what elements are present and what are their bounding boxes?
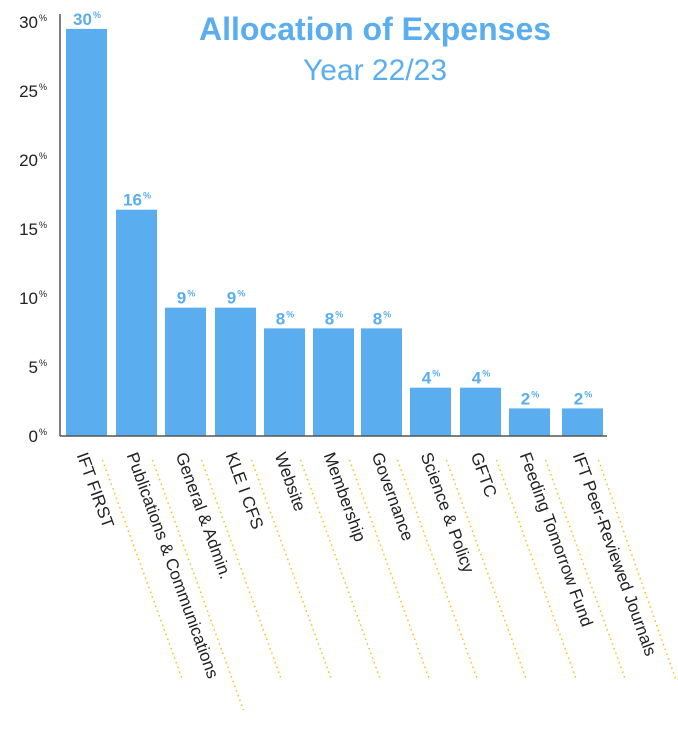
bar-value-label: 4 xyxy=(472,369,482,388)
category-label: Publications & Communications xyxy=(123,450,223,681)
bar-value-label: 9 xyxy=(177,289,186,308)
bar-value-label: 2 xyxy=(521,389,530,408)
category-leader-line xyxy=(396,459,479,681)
y-tick-unit: % xyxy=(39,151,47,161)
category-leader-lines xyxy=(101,459,677,711)
bar-value-label: 16 xyxy=(123,191,142,210)
y-tick-unit: % xyxy=(39,358,47,368)
y-tick-unit: % xyxy=(39,13,47,23)
bar-value-unit: % xyxy=(584,389,592,399)
bar-value-label: 9 xyxy=(227,289,236,308)
bar-value-unit: % xyxy=(286,309,294,319)
y-tick-unit: % xyxy=(39,427,47,437)
y-axis-ticks: 0 %5 %10 %15 %20 %25 %30% xyxy=(19,13,47,446)
bar-value-unit: % xyxy=(383,309,391,319)
bar-value-label: 8 xyxy=(276,309,285,328)
category-label: GFTC xyxy=(467,450,501,500)
axes xyxy=(59,14,607,437)
y-tick-label: 30 xyxy=(19,13,38,32)
bar-value-label: 2 xyxy=(574,389,583,408)
bar xyxy=(66,28,107,437)
bar-value-unit: % xyxy=(187,289,195,299)
category-leader-line xyxy=(495,459,578,681)
category-label: Governance xyxy=(368,450,418,544)
category-leader-line xyxy=(101,459,184,681)
bar-value-unit: % xyxy=(482,369,490,379)
bar xyxy=(264,328,305,436)
category-label: Science & Policy xyxy=(417,450,478,576)
y-tick-label: 20 xyxy=(19,151,38,170)
bar xyxy=(562,408,603,436)
y-tick-unit: % xyxy=(39,220,47,230)
category-leader-line xyxy=(299,459,382,681)
bar-value-label: 8 xyxy=(373,309,382,328)
category-leader-line xyxy=(348,459,431,681)
category-leader-line xyxy=(250,459,333,681)
chart-subtitle: Year 22/23 xyxy=(303,54,447,87)
y-tick-label: 25 xyxy=(19,82,38,101)
bar xyxy=(215,307,256,436)
y-tick-label: 0 xyxy=(29,427,38,446)
category-label: IFT FIRST xyxy=(73,450,118,531)
y-tick-unit: % xyxy=(39,82,47,92)
bar-value-label: 4 xyxy=(422,369,432,388)
bar-value-unit: % xyxy=(143,191,151,201)
y-tick-unit: % xyxy=(39,289,47,299)
category-label: Membership xyxy=(320,450,370,544)
bar-value-label: 30 xyxy=(73,10,92,29)
chart-title: Allocation of Expenses xyxy=(199,11,551,47)
bar xyxy=(410,387,451,436)
y-tick-label: 5 xyxy=(29,358,38,377)
category-leader-line xyxy=(445,459,528,681)
bar-value-unit: % xyxy=(432,369,440,379)
bar-value-unit: % xyxy=(237,289,245,299)
bar xyxy=(361,328,402,436)
category-label: Website xyxy=(271,450,310,514)
bar xyxy=(509,408,550,436)
bar xyxy=(460,387,501,436)
y-tick-label: 10 xyxy=(19,289,38,308)
y-tick-label: 15 xyxy=(19,220,38,239)
bar-value-unit: % xyxy=(93,10,101,20)
bars xyxy=(66,28,603,437)
category-leader-line xyxy=(544,459,627,681)
bar-value-label: 8 xyxy=(325,309,334,328)
bar xyxy=(313,328,354,436)
bar xyxy=(116,209,157,436)
category-label: KLE I CFS xyxy=(222,450,267,532)
bar-value-labels: 30 %16 %9% 9 %8% 8% 8 %4% 4 %2% 2% xyxy=(73,10,592,408)
bar-value-unit: % xyxy=(531,389,539,399)
bar-value-unit: % xyxy=(335,309,343,319)
bar xyxy=(165,307,206,436)
category-leader-line xyxy=(200,459,283,681)
